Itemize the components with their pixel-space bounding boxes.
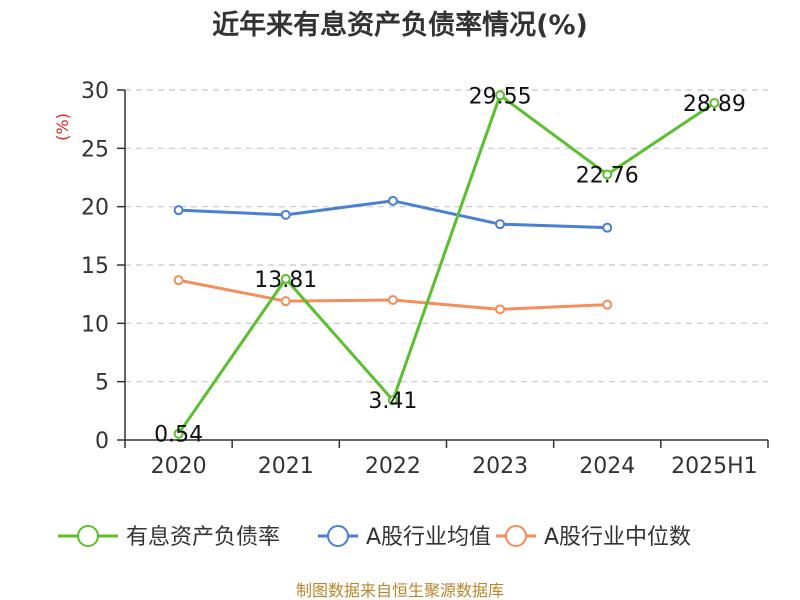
x-tick-label: 2025H1: [671, 454, 758, 479]
y-tick-label: 25: [81, 137, 109, 162]
data-point: [602, 222, 613, 233]
y-tick-label: 20: [81, 196, 109, 221]
axes: 0 5 10 15 20 25 30 2020 2021 2022 2023 2024 2025H1: [81, 79, 769, 479]
data-point: [280, 273, 291, 284]
x-tick-label: 2020: [151, 454, 207, 479]
y-tick-label: 30: [81, 79, 109, 104]
legend-label: 有息资产负债率: [126, 525, 280, 550]
data-label: 29.55: [469, 84, 532, 109]
data-label: 3.41: [368, 389, 417, 414]
data-point: [387, 295, 398, 305]
data-point: [495, 219, 506, 230]
data-label: 13.81: [254, 268, 317, 293]
x-tick-label: 2022: [365, 454, 421, 479]
y-tick-label: 0: [95, 429, 109, 454]
data-point: [173, 205, 184, 216]
gridlines: [125, 89, 768, 383]
chart-title: 近年来有息资产负债率情况(%): [212, 9, 588, 41]
data-point: [387, 195, 398, 206]
data-point: [280, 209, 291, 220]
series-lines: [173, 90, 720, 439]
legend-marker: [77, 525, 99, 547]
x-tick-label: 2024: [579, 454, 635, 479]
y-tick-label: 15: [81, 254, 109, 279]
x-tick-label: 2021: [258, 454, 314, 479]
y-tick-label: 5: [95, 371, 109, 396]
data-point: [602, 169, 613, 180]
legend-label: A股行业均值: [366, 525, 491, 550]
x-tick-label: 2023: [472, 454, 528, 479]
data-point: [173, 275, 184, 286]
data-labels: 0.54 13.81 3.41 29.55 22.76 28.89: [154, 84, 746, 447]
data-point: [173, 428, 184, 439]
data-point: [495, 304, 506, 315]
y-axis-label: (%): [53, 113, 72, 141]
y-tick-label: 10: [81, 312, 109, 337]
legend-item: A股行业均值: [318, 525, 491, 550]
series-line: [177, 93, 716, 435]
data-point: [280, 296, 291, 307]
data-label: 22.76: [576, 163, 639, 188]
legend-item: 有息资产负债率: [58, 525, 280, 550]
legend-label: A股行业中位数: [544, 525, 691, 550]
data-point: [602, 299, 613, 310]
legend: 有息资产负债率 A股行业均值 A股行业中位数: [58, 525, 691, 550]
data-label: 28.89: [683, 92, 746, 117]
data-point: [709, 97, 720, 108]
legend-item: A股行业中位数: [496, 525, 691, 550]
data-point: [387, 395, 398, 406]
source-note: 制图数据来自恒生聚源数据库: [296, 581, 504, 600]
data-point: [495, 90, 506, 101]
legend-marker: [505, 525, 527, 547]
legend-marker: [327, 525, 349, 547]
data-label: 0.54: [154, 423, 203, 448]
